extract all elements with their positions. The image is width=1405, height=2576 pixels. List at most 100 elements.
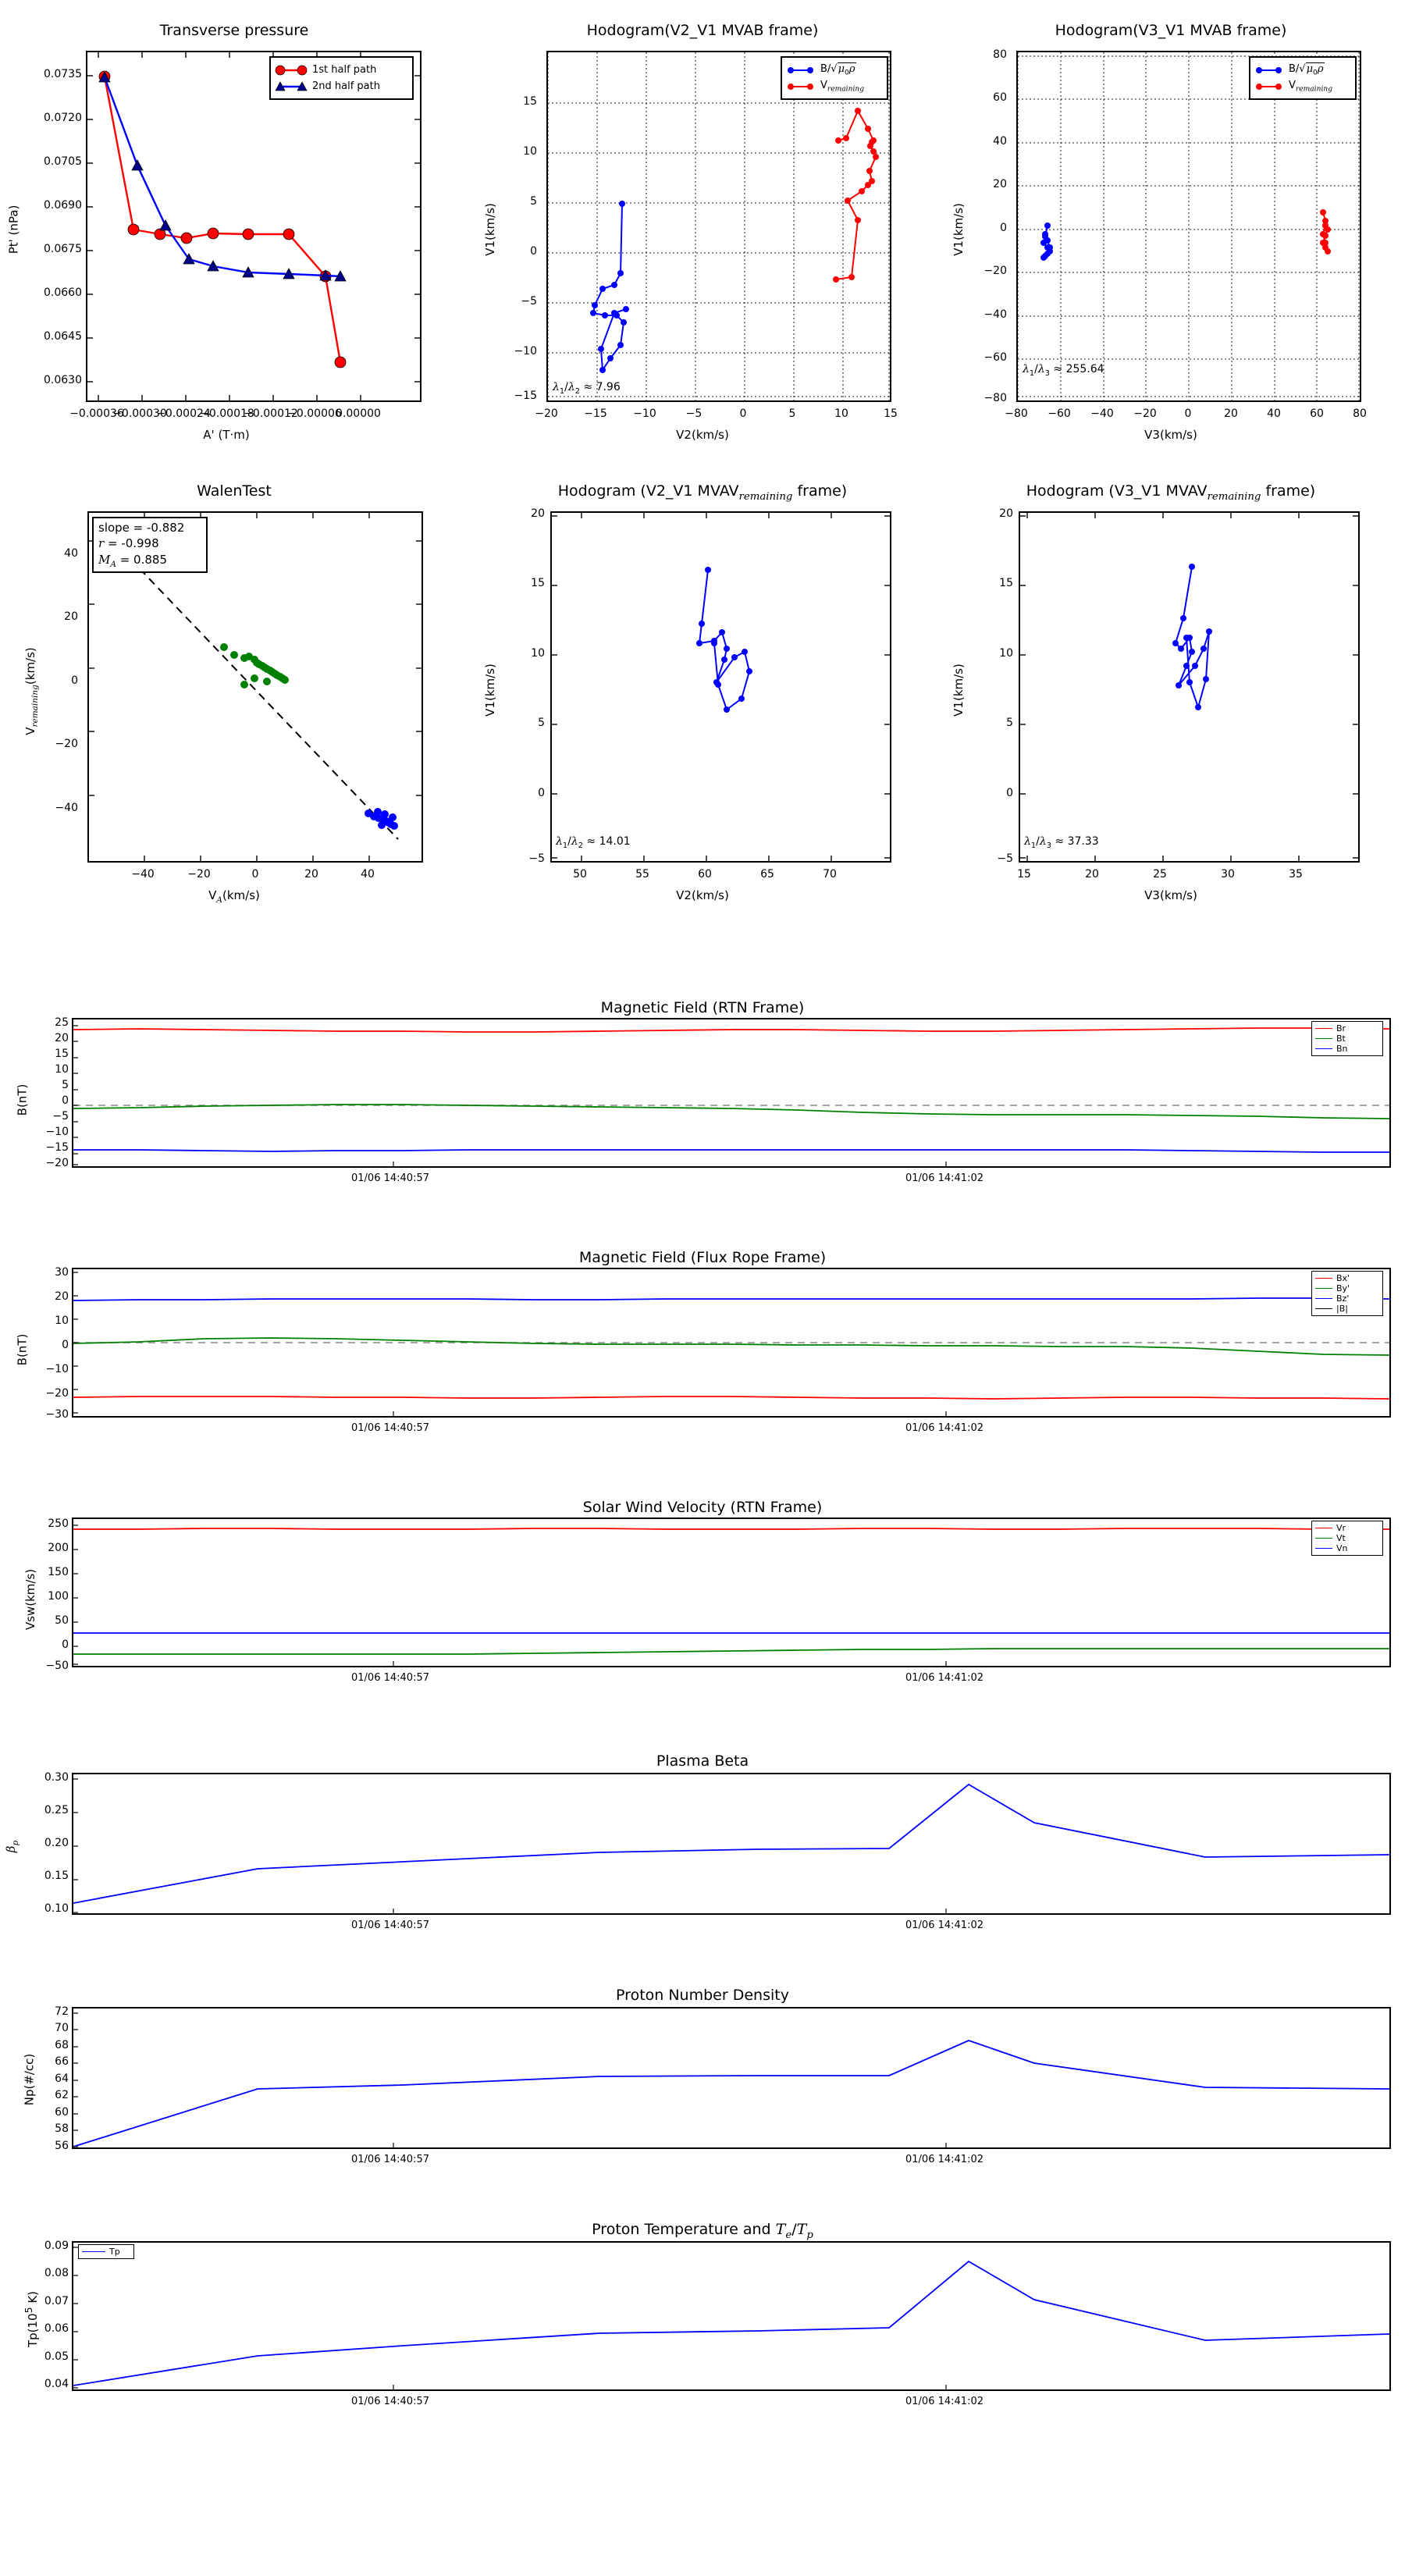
x-tick: 65 — [760, 868, 774, 881]
y-tick: 25 — [55, 1016, 69, 1029]
panel-proton-temperature: Proton Temperature and Te/Tp Tp(105 K) 0… — [0, 2221, 1405, 2439]
panel-title: Solar Wind Velocity (RTN Frame) — [582, 1499, 823, 1516]
legend-item: |B| — [1315, 1304, 1379, 1314]
panel-hodogram-v2v1-mvav: Hodogram (V2_V1 MVAVremaining frame) V1(… — [468, 468, 937, 906]
legend-marker-blue — [1256, 66, 1282, 73]
x-tick: −20 — [535, 407, 558, 420]
y-tick: 50 — [55, 1614, 69, 1627]
plot-svg — [73, 2247, 1389, 2389]
legend-item: Bt — [1315, 1034, 1379, 1044]
x-tick: 60 — [698, 868, 712, 881]
y-tick: 0.10 — [44, 1902, 69, 1915]
walen-r: r = -0.998 — [98, 536, 159, 551]
x-tick: 15 — [1017, 868, 1031, 881]
y-tick: 0.0675 — [44, 243, 82, 255]
x-tick: −20 — [1133, 407, 1157, 420]
legend-label: Bz' — [1336, 1293, 1350, 1304]
y-tick: 64 — [55, 2073, 69, 2085]
plot-area — [72, 1773, 1391, 1915]
y-tick: 0.15 — [44, 1870, 69, 1882]
y-tick: 0.20 — [44, 1837, 69, 1849]
x-axis-label: V2(km/s) — [676, 428, 729, 442]
legend-label: 1st half path — [312, 64, 377, 76]
plot-area — [72, 1018, 1391, 1168]
x-tick: 0 — [1184, 407, 1192, 420]
panel-title: Hodogram(V2_V1 MVAB frame) — [586, 22, 819, 39]
y-tick: 5 — [62, 1079, 69, 1091]
legend-swatch — [1315, 1308, 1332, 1309]
legend-item: B/√μ0ρ — [1254, 62, 1350, 78]
walen-slope: slope = -0.882 — [98, 521, 185, 535]
panel-title: WalenTest — [197, 482, 272, 500]
x-tick: 20 — [1224, 407, 1238, 420]
panel-proton-number-density: Proton Number Density Np(#/cc) 72 70 68 … — [0, 1987, 1405, 2190]
legend-item: Bx' — [1315, 1273, 1379, 1283]
legend-marker-blue — [788, 66, 813, 73]
x-tick: −40 — [1090, 407, 1114, 420]
y-tick: 30 — [55, 1266, 69, 1279]
y-tick: 0.0705 — [44, 155, 82, 168]
legend-item: Vr — [1315, 1523, 1379, 1533]
y-tick: 0.08 — [44, 2267, 69, 2279]
legend-swatch — [82, 2251, 105, 2252]
legend-label: Vt — [1336, 1533, 1346, 1543]
y-tick: −10 — [514, 345, 537, 358]
y-tick: 250 — [48, 1517, 69, 1530]
x-axis-label: V3(km/s) — [1144, 888, 1197, 902]
y-tick: −5 — [521, 295, 537, 308]
legend-swatch — [1315, 1038, 1332, 1039]
y-tick: 0.09 — [44, 2240, 69, 2252]
legend-label: Br — [1336, 1023, 1346, 1034]
x-axis-label: V2(km/s) — [676, 888, 729, 902]
plot-area — [1016, 51, 1361, 402]
eigenvalue-ratio-annotation: λ1/λ2 ≈ 14.01 — [556, 835, 631, 850]
y-tick: −10 — [45, 1363, 69, 1375]
x-tick: 55 — [635, 868, 649, 881]
y-tick: 72 — [55, 2005, 69, 2018]
legend-transverse-pressure: 1st half path 2nd half path — [269, 56, 414, 100]
x-tick: −0.00018 — [200, 407, 254, 420]
plot-svg — [89, 513, 422, 861]
panel-title: Plasma Beta — [656, 1752, 749, 1770]
x-tick-time: 01/06 14:41:02 — [905, 1672, 984, 1684]
x-tick: 0 — [739, 407, 747, 420]
x-tick: −20 — [187, 868, 211, 881]
y-tick: 40 — [993, 135, 1007, 148]
y-tick: 0.25 — [44, 1804, 69, 1816]
panel-magnetic-field-fluxrope: Magnetic Field (Flux Rope Frame) B(nT) 3… — [0, 1249, 1405, 1460]
legend-marker-triangle — [275, 80, 308, 91]
y-tick: −20 — [45, 1157, 69, 1169]
y-tick: −40 — [55, 802, 78, 814]
legend-item: Vremaining — [1254, 78, 1350, 94]
y-tick: 0.0735 — [44, 68, 82, 80]
x-tick: −10 — [633, 407, 656, 420]
legend-hodogram-2: B/√μ0ρ Vremaining — [1249, 56, 1357, 100]
y-tick: 70 — [55, 2022, 69, 2034]
x-tick: 0.00000 — [336, 407, 381, 420]
x-tick: −0.00036 — [69, 407, 124, 420]
panel-plasma-beta: Plasma Beta βp 0.30 0.25 0.20 0.15 0.10 … — [0, 1752, 1405, 1955]
y-tick: 0 — [1000, 222, 1007, 234]
legend-item: Vn — [1315, 1543, 1379, 1553]
x-tick: −5 — [685, 407, 702, 420]
legend-item: Vt — [1315, 1533, 1379, 1543]
panel-magnetic-field-rtn: Magnetic Field (RTN Frame) B(nT) 25 20 1… — [0, 999, 1405, 1210]
panel-hodogram-v3v1-mvav: Hodogram (V3_V1 MVAVremaining frame) V1(… — [937, 468, 1405, 906]
x-tick: 40 — [1267, 407, 1281, 420]
plot-area — [72, 1268, 1391, 1418]
y-tick: 10 — [55, 1315, 69, 1327]
legend-solar-wind-velocity: Vr Vt Vn — [1311, 1521, 1383, 1556]
x-axis-label: V3(km/s) — [1144, 428, 1197, 442]
y-tick: 66 — [55, 2055, 69, 2068]
plot-svg — [548, 52, 890, 400]
legend-proton-temperature: Tp — [78, 2244, 134, 2259]
y-tick: 0.30 — [44, 1771, 69, 1784]
x-tick-time: 01/06 14:40:57 — [351, 2154, 429, 2165]
y-tick: −20 — [984, 265, 1007, 277]
legend-swatch — [1315, 1298, 1332, 1299]
y-tick: 68 — [55, 2039, 69, 2051]
x-tick: 50 — [573, 868, 587, 881]
panel-solar-wind-velocity: Solar Wind Velocity (RTN Frame) Vsw(km/s… — [0, 1499, 1405, 1710]
panel-hodogram-v2v1-mvab: Hodogram(V2_V1 MVAB frame) V1(km/s) V2(k… — [468, 8, 937, 445]
x-tick: 5 — [788, 407, 796, 420]
